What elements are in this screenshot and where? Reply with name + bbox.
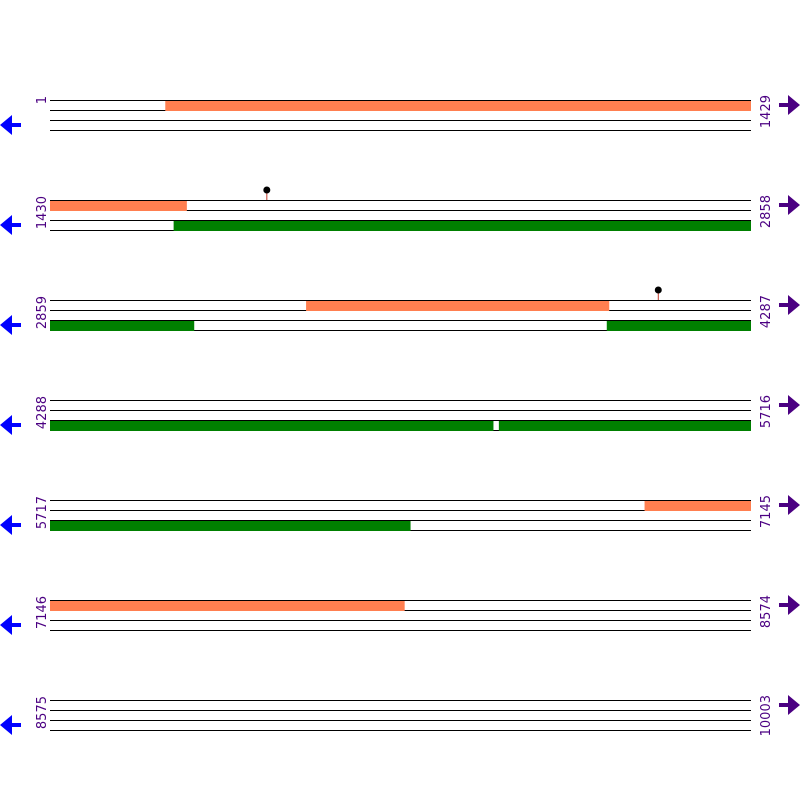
end-position-label: 4287 xyxy=(759,295,774,328)
reverse-feature xyxy=(606,321,751,331)
sequence-row: 7146 8574 xyxy=(0,595,800,635)
reverse-feature xyxy=(50,421,494,431)
forward-feature xyxy=(306,301,610,311)
start-position-label: 8575 xyxy=(35,696,50,729)
arrow-head xyxy=(0,515,12,535)
arrow-head xyxy=(0,115,12,135)
arrow-shaft xyxy=(9,723,21,727)
start-position-label: 1 xyxy=(35,96,50,104)
arrow-head xyxy=(0,415,12,435)
arrow-head xyxy=(788,395,800,415)
start-position-label: 7146 xyxy=(35,596,50,629)
arrow-left-icon xyxy=(0,515,21,535)
end-position-label: 1429 xyxy=(759,95,774,128)
arrow-head xyxy=(0,315,12,335)
arrow-head xyxy=(0,615,12,635)
marker-head xyxy=(263,186,271,194)
arrow-head xyxy=(788,295,800,315)
arrow-right-icon xyxy=(779,295,800,315)
arrow-head xyxy=(0,215,12,235)
sequence-row: 1 1429 xyxy=(0,95,800,135)
arrow-right-icon xyxy=(779,495,800,515)
arrow-shaft xyxy=(779,103,791,107)
start-position-label: 5717 xyxy=(35,496,50,529)
arrow-shaft xyxy=(9,323,21,327)
arrow-right-icon xyxy=(779,595,800,615)
start-position-label: 2859 xyxy=(35,296,50,329)
marker-head xyxy=(654,286,662,294)
reverse-feature xyxy=(173,221,751,231)
forward-feature xyxy=(644,501,751,511)
start-position-label: 1430 xyxy=(35,196,50,229)
end-position-label: 10003 xyxy=(759,695,774,736)
arrow-left-icon xyxy=(0,115,21,135)
start-position-label: 4288 xyxy=(35,396,50,429)
arrow-shaft xyxy=(779,503,791,507)
arrow-shaft xyxy=(9,523,21,527)
pin-icon xyxy=(654,286,662,300)
sequence-row: 4288 5716 xyxy=(0,395,800,435)
arrow-head xyxy=(0,715,12,735)
arrow-left-icon xyxy=(0,615,21,635)
arrow-shaft xyxy=(779,303,791,307)
sequence-row: 5717 7145 xyxy=(0,495,800,535)
arrow-left-icon xyxy=(0,315,21,335)
reverse-feature xyxy=(50,321,195,331)
sequence-row: 2859 4287 xyxy=(0,286,800,335)
arrow-shaft xyxy=(779,703,791,707)
arrow-shaft xyxy=(9,623,21,627)
sequence-row: 8575 10003 xyxy=(0,695,800,736)
sequence-row: 1430 2858 xyxy=(0,186,800,235)
arrow-shaft xyxy=(9,223,21,227)
arrow-head xyxy=(788,195,800,215)
arrow-shaft xyxy=(779,203,791,207)
arrow-right-icon xyxy=(779,695,800,715)
arrow-left-icon xyxy=(0,715,21,735)
pin-icon xyxy=(263,186,271,200)
forward-feature xyxy=(165,101,752,111)
end-position-label: 5716 xyxy=(759,395,774,428)
arrow-shaft xyxy=(9,423,21,427)
arrow-left-icon xyxy=(0,215,21,235)
reverse-feature xyxy=(498,421,751,431)
arrow-head xyxy=(788,695,800,715)
end-position-label: 7145 xyxy=(759,495,774,528)
reverse-feature xyxy=(50,521,411,531)
arrow-head xyxy=(788,595,800,615)
arrow-head xyxy=(788,495,800,515)
arrow-right-icon xyxy=(779,395,800,415)
end-position-label: 8574 xyxy=(759,595,774,628)
arrow-head xyxy=(788,95,800,115)
forward-feature xyxy=(50,201,187,211)
arrow-left-icon xyxy=(0,415,21,435)
arrow-shaft xyxy=(9,123,21,127)
end-position-label: 2858 xyxy=(759,195,774,228)
arrow-shaft xyxy=(779,403,791,407)
arrow-shaft xyxy=(779,603,791,607)
forward-feature xyxy=(50,601,405,611)
arrow-right-icon xyxy=(779,195,800,215)
arrow-right-icon xyxy=(779,95,800,115)
